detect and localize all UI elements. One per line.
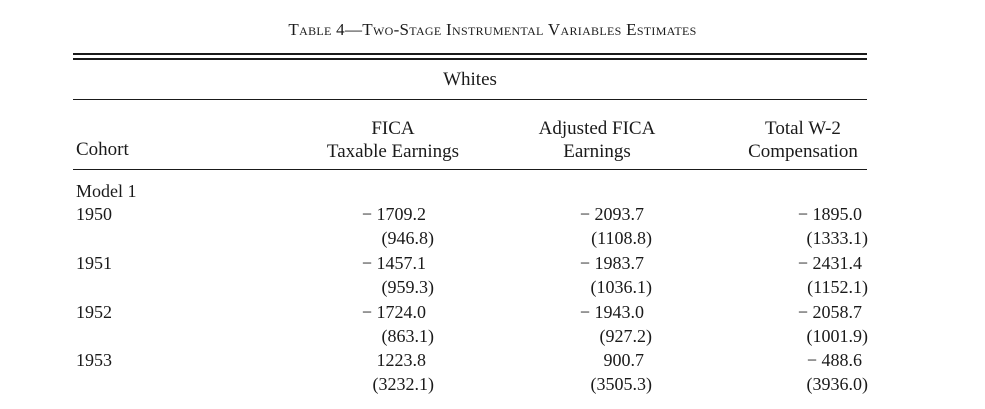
column-header-line: Adjusted FICA — [538, 118, 656, 139]
estimate-cell: 900.7 — [603, 350, 645, 370]
cohort-1952: 1952 — [76, 302, 112, 322]
section-label-model-1: Model 1 — [76, 181, 137, 201]
estimate-cell: − 1457.1 — [361, 253, 426, 273]
column-header-total-w2: Total W-2 Compensation — [728, 117, 878, 163]
std-error-cell: (927.2) — [599, 326, 653, 346]
std-error-cell: (1036.1) — [590, 277, 653, 297]
std-error-cell: (3232.1) — [372, 374, 435, 394]
column-header-line: Total W-2 — [765, 118, 841, 139]
estimate-cell: − 2058.7 — [797, 302, 862, 322]
group-header-whites: Whites — [443, 69, 497, 90]
std-error-cell: (1001.9) — [806, 326, 869, 346]
estimate-cell: 1223.8 — [376, 350, 427, 370]
column-header-rule — [73, 169, 867, 170]
estimate-cell: − 1895.0 — [797, 204, 862, 224]
column-header-adjusted-fica: Adjusted FICA Earnings — [520, 117, 674, 163]
std-error-cell: (3505.3) — [590, 374, 653, 394]
std-error-cell: (959.3) — [381, 277, 435, 297]
std-error-cell: (946.8) — [381, 228, 435, 248]
estimate-cell: − 2431.4 — [797, 253, 862, 273]
std-error-cell: (1152.1) — [807, 277, 868, 297]
std-error-cell: (1333.1) — [806, 228, 869, 248]
table-title: Table 4—Two-Stage Instrumental Variables… — [288, 20, 697, 39]
group-header-rule — [73, 99, 867, 100]
std-error-cell: (863.1) — [381, 326, 435, 346]
column-header-line: Compensation — [748, 141, 858, 162]
top-rule-upper — [73, 53, 867, 55]
cohort-1951: 1951 — [76, 253, 112, 273]
estimate-cell: − 2093.7 — [579, 204, 644, 224]
std-error-cell: (3936.0) — [806, 374, 869, 394]
column-header-line: FICA — [371, 118, 415, 139]
std-error-cell: (1108.8) — [591, 228, 652, 248]
column-header-line: Earnings — [563, 141, 631, 162]
estimate-cell: − 1983.7 — [579, 253, 644, 273]
cohort-1953: 1953 — [76, 350, 112, 370]
top-rule-lower — [73, 58, 867, 60]
estimate-cell: − 1724.0 — [361, 302, 426, 322]
estimate-cell: − 488.6 — [806, 350, 862, 370]
column-header-line: Taxable Earnings — [326, 141, 460, 162]
estimate-cell: − 1709.2 — [361, 204, 426, 224]
estimate-cell: − 1943.0 — [579, 302, 644, 322]
cohort-1950: 1950 — [76, 204, 112, 224]
column-header-fica-taxable: FICA Taxable Earnings — [300, 117, 486, 163]
row-header-cohort: Cohort — [76, 139, 129, 160]
